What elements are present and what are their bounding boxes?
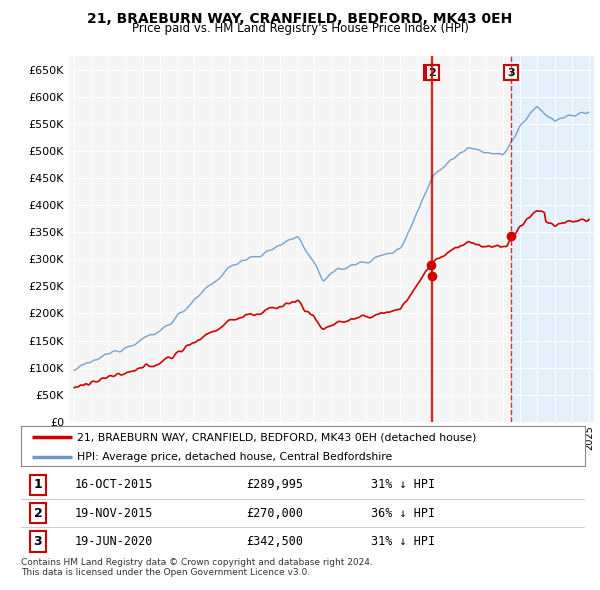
- Text: 3: 3: [507, 67, 515, 77]
- Text: 1: 1: [34, 478, 42, 491]
- Text: 3: 3: [34, 535, 42, 548]
- Text: 19-NOV-2015: 19-NOV-2015: [74, 507, 153, 520]
- Text: 31% ↓ HPI: 31% ↓ HPI: [371, 478, 435, 491]
- Text: HPI: Average price, detached house, Central Bedfordshire: HPI: Average price, detached house, Cent…: [77, 453, 392, 463]
- Text: 31% ↓ HPI: 31% ↓ HPI: [371, 535, 435, 548]
- Text: 2: 2: [428, 67, 436, 77]
- Text: 1: 1: [427, 67, 435, 77]
- Text: £342,500: £342,500: [247, 535, 304, 548]
- Text: 21, BRAEBURN WAY, CRANFIELD, BEDFORD, MK43 0EH: 21, BRAEBURN WAY, CRANFIELD, BEDFORD, MK…: [88, 12, 512, 26]
- Text: Price paid vs. HM Land Registry's House Price Index (HPI): Price paid vs. HM Land Registry's House …: [131, 22, 469, 35]
- Text: 16-OCT-2015: 16-OCT-2015: [74, 478, 153, 491]
- Text: £270,000: £270,000: [247, 507, 304, 520]
- Text: 36% ↓ HPI: 36% ↓ HPI: [371, 507, 435, 520]
- Text: 19-JUN-2020: 19-JUN-2020: [74, 535, 153, 548]
- Text: 2: 2: [34, 507, 42, 520]
- Text: £289,995: £289,995: [247, 478, 304, 491]
- Text: 21, BRAEBURN WAY, CRANFIELD, BEDFORD, MK43 0EH (detached house): 21, BRAEBURN WAY, CRANFIELD, BEDFORD, MK…: [77, 432, 477, 442]
- Bar: [511, 56, 598, 422]
- Text: Contains HM Land Registry data © Crown copyright and database right 2024.
This d: Contains HM Land Registry data © Crown c…: [21, 558, 373, 577]
